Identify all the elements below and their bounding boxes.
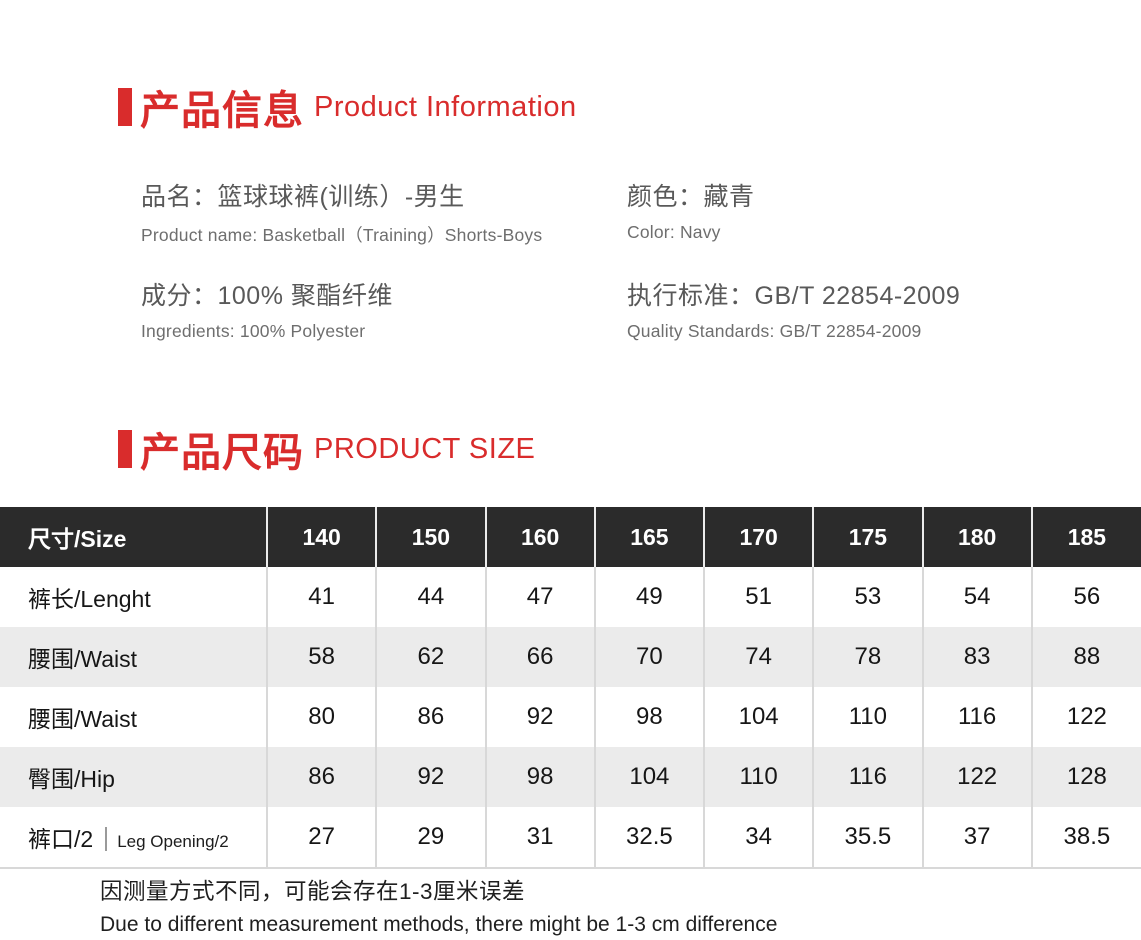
field-product-name: 品名：篮球球裤(训练）-男生 Product name: Basketball（… (141, 177, 542, 247)
size-table-cell: 116 (812, 747, 923, 807)
size-table-cell: 56 (1030, 567, 1141, 627)
size-table-cell: 86 (375, 687, 486, 747)
field-color-zh: 颜色：藏青 (627, 183, 755, 211)
size-table-row: 臀围/Hip 86 92 98 104 110 116 122 128 (0, 747, 1141, 807)
measurement-footnote: 因测量方式不同，可能会存在1-3厘米误差 Due to different me… (100, 874, 777, 937)
measurement-footnote-zh: 因测量方式不同，可能会存在1-3厘米误差 (100, 879, 526, 904)
size-table-cell: 92 (484, 687, 595, 747)
size-table-cell: 66 (484, 627, 595, 687)
product-info-title-zh: 产品信息 (140, 89, 304, 133)
size-table-row-label: 臀围/Hip (28, 766, 115, 792)
row-label-main: 裤口/2 (28, 826, 94, 852)
size-table-cell: 37 (921, 807, 1032, 867)
size-table-body: 裤长/Lenght 41 44 47 49 51 53 54 56 腰围/Waist 58 62 66 7… (0, 567, 1141, 867)
size-table-row: 腰围/Waist 80 86 92 98 104 110 116 122 (0, 687, 1141, 747)
size-table-cell: 92 (375, 747, 486, 807)
size-table-cell: 32.5 (593, 807, 704, 867)
size-table-header-label: 尺寸/Size (0, 507, 267, 567)
size-table-cell: 86 (265, 747, 377, 807)
field-color-en: Color: Navy (627, 222, 721, 242)
field-quality-standard-en: Quality Standards: GB/T 22854-2009 (627, 321, 922, 341)
size-table-cell: 53 (812, 567, 923, 627)
size-table-header-size-175: 175 (812, 507, 923, 567)
size-table-cell: 58 (265, 627, 377, 687)
size-table-cell: 44 (375, 567, 486, 627)
size-table-cell: 98 (593, 687, 704, 747)
size-table-cell: 47 (484, 567, 595, 627)
product-size-title-en: PRODUCT SIZE (314, 432, 536, 465)
row-label-divider (105, 827, 108, 851)
size-table-header-size-160: 160 (484, 507, 595, 567)
product-size-title-zh: 产品尺码 (140, 431, 304, 475)
size-table-cell: 78 (812, 627, 923, 687)
field-quality-standard: 执行标准：GB/T 22854-2009 Quality Standards: … (627, 276, 960, 342)
field-product-name-zh: 品名：篮球球裤(训练）-男生 (141, 183, 465, 211)
size-table-header-size-180: 180 (921, 507, 1032, 567)
size-table-row-label: 腰围/Waist (28, 706, 138, 732)
product-info-section-header: 产品信息 Product Information (118, 78, 577, 136)
size-table-header-size-140: 140 (265, 507, 377, 567)
size-table-row: 裤长/Lenght 41 44 47 49 51 53 54 56 (0, 567, 1141, 627)
size-table-row-label: 腰围/Waist (28, 646, 138, 672)
size-table-container: 尺寸/Size 140 150 160 165 170 175 180 185 裤长/Lengh… (0, 507, 1141, 869)
size-table-cell: 128 (1030, 747, 1141, 807)
size-table-cell: 54 (921, 567, 1032, 627)
size-table-row-label: 裤口/2 Leg Opening/2 (0, 807, 267, 867)
size-table-cell: 98 (484, 747, 595, 807)
product-size-section-header: 产品尺码 PRODUCT SIZE (118, 420, 535, 478)
red-accent-bar (118, 88, 132, 126)
size-table-cell: 27 (265, 807, 377, 867)
product-info-title-en: Product Information (314, 90, 577, 123)
size-table-header-row: 尺寸/Size 140 150 160 165 170 175 180 185 (0, 507, 1141, 567)
size-table-cell: 88 (1030, 627, 1141, 687)
size-table-cell: 41 (265, 567, 377, 627)
size-table-cell: 34 (702, 807, 814, 867)
size-table-cell: 70 (593, 627, 704, 687)
size-table-cell: 110 (702, 747, 814, 807)
field-product-name-en: Product name: Basketball（Training）Shorts… (141, 225, 543, 245)
field-ingredients-zh: 成分：100% 聚酯纤维 (141, 282, 393, 310)
field-quality-standard-zh: 执行标准：GB/T 22854-2009 (627, 282, 961, 310)
size-table-cell: 29 (375, 807, 486, 867)
size-table-row: 裤口/2 Leg Opening/2 27 29 31 32.5 34 35.5 37 38.5 (0, 807, 1141, 867)
size-table-cell: 104 (702, 687, 814, 747)
size-table-header-size-165: 165 (593, 507, 704, 567)
size-table-header-size-185: 185 (1030, 507, 1141, 567)
size-table-cell: 116 (921, 687, 1032, 747)
size-table-header-size-170: 170 (702, 507, 814, 567)
size-table-cell: 35.5 (812, 807, 923, 867)
row-label-sub: Leg Opening/2 (117, 832, 229, 851)
size-table: 尺寸/Size 140 150 160 165 170 175 180 185 裤长/Lengh… (0, 507, 1141, 867)
field-color: 颜色：藏青 Color: Navy (627, 177, 755, 243)
size-table-cell: 104 (593, 747, 704, 807)
size-table-cell: 122 (1030, 687, 1141, 747)
size-table-cell: 31 (484, 807, 595, 867)
size-table-header-size-150: 150 (375, 507, 486, 567)
field-ingredients: 成分：100% 聚酯纤维 Ingredients: 100% Polyester (141, 276, 393, 342)
size-table-cell: 51 (702, 567, 814, 627)
size-table-cell: 80 (265, 687, 377, 747)
size-table-cell: 122 (921, 747, 1032, 807)
red-accent-bar (118, 430, 132, 468)
size-table-row: 腰围/Waist 58 62 66 70 74 78 83 88 (0, 627, 1141, 687)
size-table-cell: 74 (702, 627, 814, 687)
size-table-cell: 38.5 (1030, 807, 1141, 867)
size-table-cell: 110 (812, 687, 923, 747)
measurement-footnote-en: Due to different measurement methods, th… (100, 913, 778, 936)
size-table-row-label: 裤长/Lenght (28, 586, 151, 612)
size-table-cell: 83 (921, 627, 1032, 687)
field-ingredients-en: Ingredients: 100% Polyester (141, 321, 366, 341)
size-table-cell: 49 (593, 567, 704, 627)
size-table-cell: 62 (375, 627, 486, 687)
